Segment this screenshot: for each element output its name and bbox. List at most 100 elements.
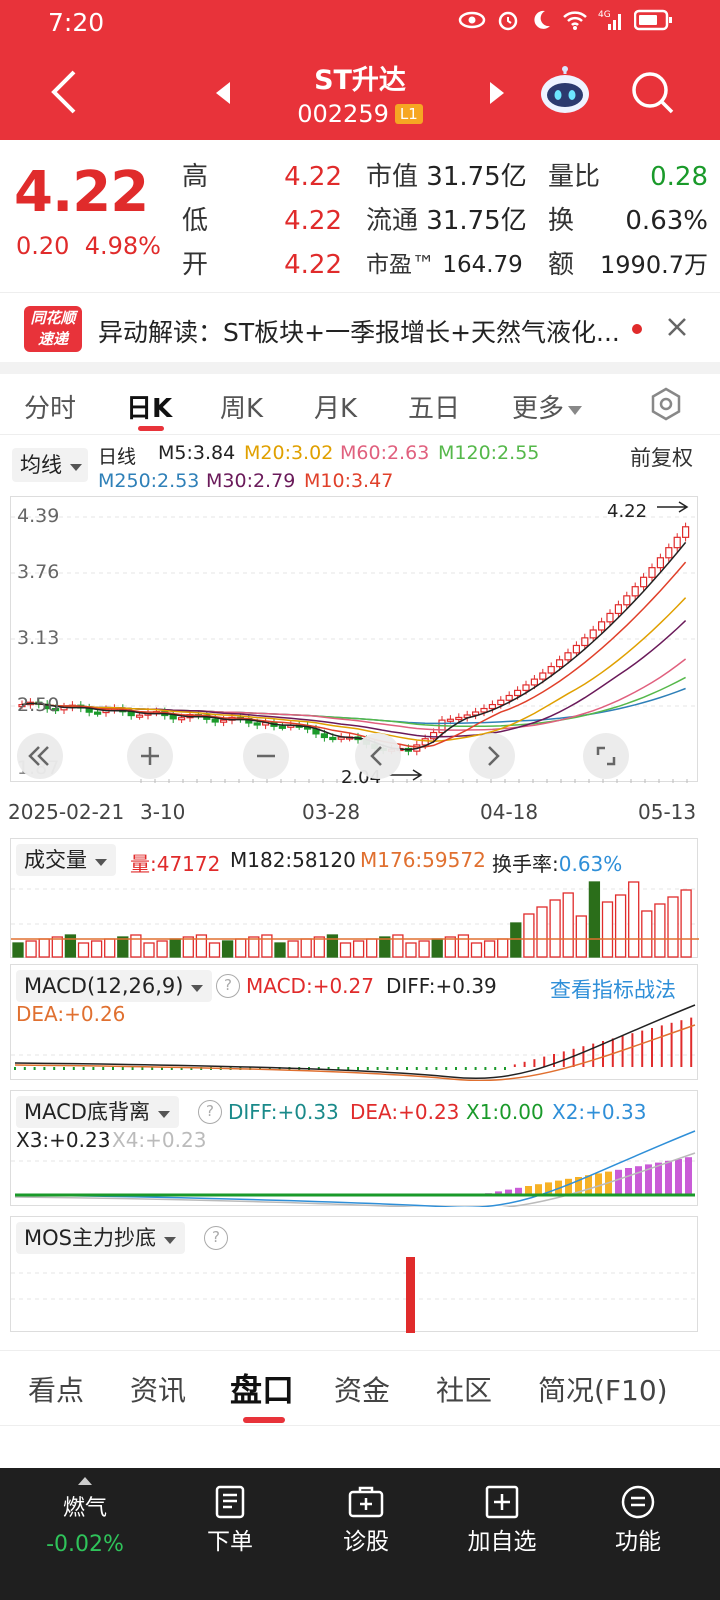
volume-bar xyxy=(130,934,142,958)
div-dea: DEA:+0.23 xyxy=(350,1100,460,1124)
mos-selector-label: MOS主力抄底 xyxy=(24,1226,156,1250)
fullscreen-button[interactable] xyxy=(583,733,629,779)
macd-selector[interactable]: MACD(12,26,9) xyxy=(16,970,213,1002)
volume-bar xyxy=(470,942,483,958)
divergence-bar xyxy=(545,1182,552,1195)
price-adjust[interactable]: 前复权 xyxy=(630,446,693,470)
quote-label: 额 xyxy=(548,250,575,280)
ma-selector[interactable]: 均线 xyxy=(12,448,88,482)
search-icon[interactable] xyxy=(630,70,676,116)
alarm-icon xyxy=(498,11,518,31)
macd-chart[interactable] xyxy=(10,964,699,1081)
zoom-in-button[interactable] xyxy=(127,733,173,779)
zoom-out-button[interactable] xyxy=(243,733,289,779)
divergence-bar xyxy=(505,1189,512,1195)
quote-value: 1990.7万 xyxy=(600,251,708,279)
quote-value: 164.79 xyxy=(442,252,523,278)
volume-selector[interactable]: 成交量 xyxy=(16,844,116,876)
news-logo: 同花顺 速递 xyxy=(24,306,82,352)
tab-intraday[interactable]: 分时 xyxy=(24,394,77,424)
kline-chart[interactable]: 4.39 3.76 3.13 2.50 1.87 4.22 2.04 xyxy=(10,496,699,788)
divergence-bar xyxy=(625,1168,632,1195)
scroll-left-button[interactable] xyxy=(355,733,401,779)
news-headline[interactable]: 异动解读：ST板块+一季报增长+天然气液化... xyxy=(98,318,620,347)
volume-m176: M176:59572 xyxy=(360,848,486,872)
next-stock-icon[interactable] xyxy=(486,80,508,106)
tab-highlights[interactable]: 看点 xyxy=(28,1374,85,1407)
stock-code-row: 002259 L1 xyxy=(260,100,460,128)
functions-button[interactable]: 功能 xyxy=(588,1484,688,1556)
candle xyxy=(564,652,572,661)
macd-divergence-selector[interactable]: MACD底背离 xyxy=(16,1096,179,1128)
candle xyxy=(278,725,286,729)
diagnose-label: 诊股 xyxy=(343,1529,389,1555)
macd-divergence-chart[interactable] xyxy=(10,1090,699,1207)
scroll-right-button[interactable] xyxy=(469,733,515,779)
ma-5: M5:3.84 xyxy=(158,442,236,464)
tab-community[interactable]: 社区 xyxy=(436,1374,493,1407)
candle xyxy=(505,694,513,701)
quote-pe: 市盈™ 164.79 xyxy=(366,243,526,287)
candle xyxy=(488,703,496,710)
help-icon[interactable]: ? xyxy=(216,974,240,998)
volume-m182: M182:58120 xyxy=(230,848,356,872)
stock-code: 002259 xyxy=(297,100,389,128)
robot-assistant-icon[interactable] xyxy=(538,66,592,116)
divergence-bar xyxy=(615,1169,622,1195)
tab-more[interactable]: 更多 xyxy=(512,388,584,425)
help-icon[interactable]: ? xyxy=(198,1100,222,1124)
divergence-x4-line xyxy=(14,1152,696,1207)
chevron-left-icon xyxy=(370,746,382,766)
tab-daily-k[interactable]: 日K xyxy=(126,394,173,424)
div-x3: X3:+0.23 xyxy=(16,1128,111,1152)
high-price-label: 4.22 xyxy=(607,501,648,522)
unread-dot xyxy=(632,324,642,334)
volume-bar xyxy=(628,881,640,958)
candle xyxy=(555,659,564,668)
fullscreen-icon xyxy=(596,746,616,766)
divergence-bar xyxy=(495,1191,502,1195)
status-time: 7:20 xyxy=(48,8,105,37)
quote-label: 换 xyxy=(548,206,575,236)
indicator-strategy-link[interactable]: 查看指标战法 xyxy=(550,978,676,1002)
tab-profile-f10[interactable]: 简况(F10) xyxy=(538,1374,668,1407)
volume-bar xyxy=(680,889,692,958)
prev-stock-icon[interactable] xyxy=(212,80,234,106)
settings-hex-icon[interactable] xyxy=(648,386,684,422)
back-icon[interactable] xyxy=(44,68,84,116)
chevron-down-icon xyxy=(568,406,583,415)
tab-funds[interactable]: 资金 xyxy=(334,1374,391,1407)
tab-order-book[interactable]: 盘口 xyxy=(230,1371,295,1409)
diagnose-button[interactable]: 诊股 xyxy=(316,1484,416,1556)
add-watchlist-button[interactable]: 加自选 xyxy=(452,1484,552,1556)
help-icon[interactable]: ? xyxy=(204,1226,228,1250)
volume-bar xyxy=(444,936,456,958)
tab-five-day[interactable]: 五日 xyxy=(408,394,461,424)
tab-monthly-k[interactable]: 月K xyxy=(314,394,358,424)
plus-icon xyxy=(141,747,159,765)
quote-label: 低 xyxy=(182,206,209,236)
chevron-right-icon xyxy=(488,746,500,766)
ma-period: 日线 xyxy=(98,446,137,468)
close-icon[interactable] xyxy=(662,312,692,342)
signal-icon: 4G xyxy=(598,10,621,30)
tab-weekly-k[interactable]: 周K xyxy=(220,394,264,424)
quote-market-cap: 市值 31.75亿 xyxy=(366,155,527,199)
candle xyxy=(220,719,228,723)
tab-news[interactable]: 资讯 xyxy=(130,1374,187,1407)
volume-chart[interactable] xyxy=(10,838,699,958)
scroll-left-fast-button[interactable] xyxy=(17,733,63,779)
divergence-bar xyxy=(535,1184,542,1195)
quote-float-cap: 流通 31.75亿 xyxy=(366,199,527,243)
divergence-bar xyxy=(675,1159,682,1195)
mos-chart[interactable] xyxy=(10,1216,699,1333)
sector-ticker[interactable]: 燃气 -0.02% xyxy=(30,1476,140,1557)
order-button[interactable]: 下单 xyxy=(180,1484,280,1556)
order-label: 下单 xyxy=(207,1529,253,1555)
volume-bar xyxy=(654,903,666,958)
high-arrow xyxy=(657,501,689,513)
candle xyxy=(522,684,530,691)
candle xyxy=(455,716,463,721)
mos-selector[interactable]: MOS主力抄底 xyxy=(16,1222,185,1254)
ma-selector-label: 均线 xyxy=(20,453,62,477)
